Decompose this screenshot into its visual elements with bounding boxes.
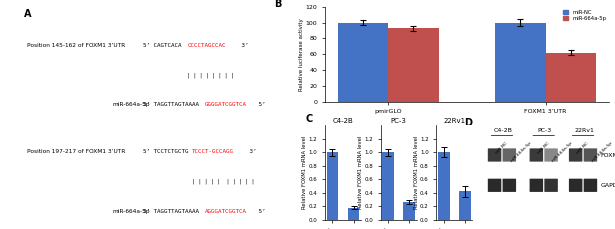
Text: miR-NC: miR-NC	[494, 140, 509, 155]
FancyBboxPatch shape	[544, 179, 558, 192]
FancyBboxPatch shape	[569, 179, 582, 192]
FancyBboxPatch shape	[502, 148, 516, 162]
Title: C4-2B: C4-2B	[333, 118, 354, 124]
Y-axis label: Relative FOXM1 mRNA level: Relative FOXM1 mRNA level	[302, 136, 308, 209]
Text: miR-NC: miR-NC	[576, 140, 590, 155]
Text: D: D	[464, 118, 472, 128]
Text: Position 197-217 of FOXM1 3’UTR: Position 197-217 of FOXM1 3’UTR	[27, 149, 125, 154]
FancyBboxPatch shape	[530, 179, 543, 192]
Text: 5’: 5’	[255, 102, 266, 107]
Title: 22Rv1: 22Rv1	[443, 118, 466, 124]
Legend: miR-NC, miR-664a-5p: miR-NC, miR-664a-5p	[563, 10, 606, 21]
Text: miR-664a-5p: miR-664a-5p	[112, 209, 149, 214]
Bar	[327, 152, 338, 220]
Text: 5’ TCCTCTGCTG: 5’ TCCTCTGCTG	[143, 149, 189, 154]
Text: 3’ TAGGTTAGTAAAA: 3’ TAGGTTAGTAAAA	[143, 102, 199, 107]
Text: Position 145-162 of FOXM1 3’UTR: Position 145-162 of FOXM1 3’UTR	[27, 43, 125, 48]
Text: 5’ CAGTCACA: 5’ CAGTCACA	[143, 43, 182, 48]
Bar	[459, 191, 471, 220]
Bar	[403, 202, 415, 220]
Text: FOXM1: FOXM1	[600, 153, 615, 158]
Text: PC-3: PC-3	[538, 128, 552, 133]
FancyBboxPatch shape	[488, 148, 501, 162]
Text: 22Rv1: 22Rv1	[574, 128, 594, 133]
Text: GGGGATCGGTCA: GGGGATCGGTCA	[205, 102, 247, 107]
FancyBboxPatch shape	[584, 179, 597, 192]
Bar	[438, 152, 450, 220]
Text: 5’: 5’	[255, 209, 266, 214]
Text: miR-664a-5p: miR-664a-5p	[590, 140, 613, 163]
Text: 3’: 3’	[238, 43, 248, 48]
Y-axis label: Relative luciferase activity: Relative luciferase activity	[300, 18, 304, 91]
Text: AGGGATCGGTCA: AGGGATCGGTCA	[205, 209, 247, 214]
Text: miR-664a-5p: miR-664a-5p	[509, 140, 532, 163]
Text: GAPDH: GAPDH	[600, 183, 615, 188]
FancyBboxPatch shape	[488, 179, 501, 192]
Y-axis label: Relative FOXM1 mRNA level: Relative FOXM1 mRNA level	[358, 136, 363, 209]
Title: PC-3: PC-3	[391, 118, 407, 124]
FancyBboxPatch shape	[544, 148, 558, 162]
Bar	[495, 23, 546, 101]
Text: B: B	[274, 0, 281, 9]
Text: TCCCT-GCCAGG: TCCCT-GCCAGG	[192, 149, 234, 154]
FancyBboxPatch shape	[530, 148, 543, 162]
FancyBboxPatch shape	[502, 179, 516, 192]
Text: CCCCTAGCCAC: CCCCTAGCCAC	[188, 43, 226, 48]
Text: miR-664a-5p: miR-664a-5p	[551, 140, 574, 163]
Text: 3’ TAGGTTAGTAAAA: 3’ TAGGTTAGTAAAA	[143, 209, 199, 214]
Text: A: A	[24, 9, 31, 19]
Bar	[388, 28, 438, 101]
Text: | | | | | | | |: | | | | | | | |	[188, 72, 234, 78]
Text: C: C	[305, 114, 312, 124]
Bar	[383, 152, 394, 220]
Text: miR-NC: miR-NC	[536, 140, 550, 155]
FancyBboxPatch shape	[584, 148, 597, 162]
Bar	[546, 53, 596, 101]
Bar	[338, 23, 388, 101]
Y-axis label: Relative FOXM1 mRNA level: Relative FOXM1 mRNA level	[414, 136, 419, 209]
Text: | | | | |  | | | | |: | | | | | | | | | |	[192, 179, 255, 184]
Text: 3’: 3’	[246, 149, 256, 154]
Text: C4-2B: C4-2B	[494, 128, 513, 133]
Text: miR-664a-5p: miR-664a-5p	[112, 102, 149, 107]
FancyBboxPatch shape	[569, 148, 582, 162]
Bar	[347, 208, 359, 220]
